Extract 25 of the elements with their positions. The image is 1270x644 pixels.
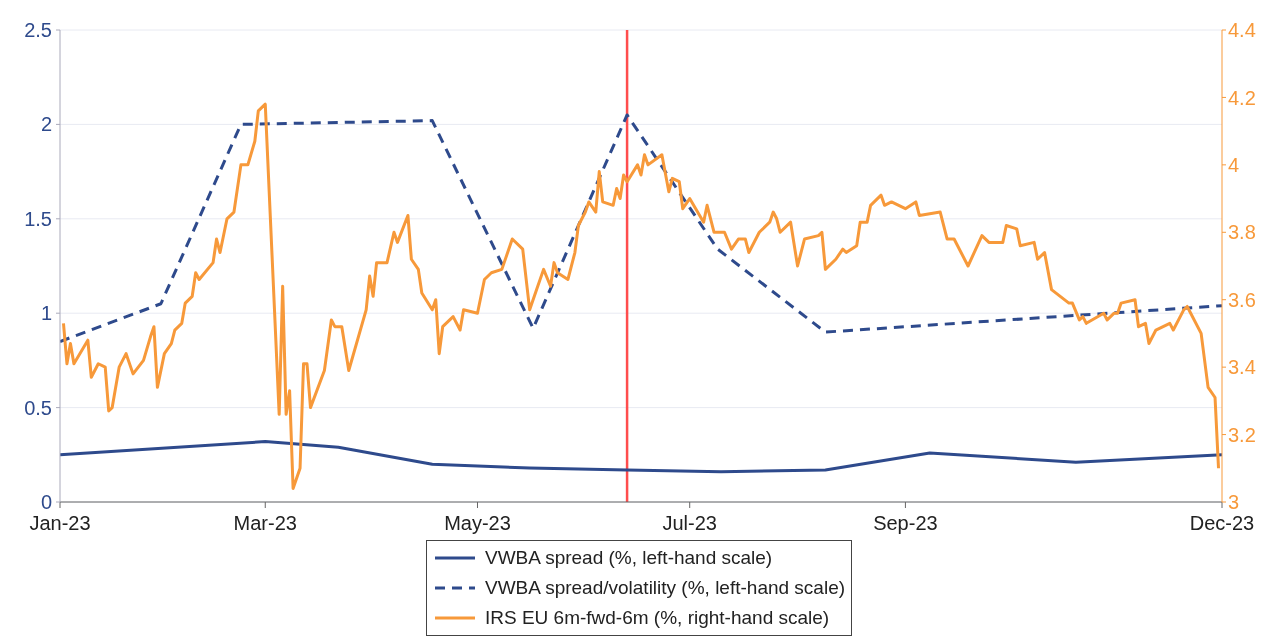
legend-label: VWBA spread/volatility (%, left-hand scale) (484, 577, 846, 599)
x-tick-label: Dec-23 (1189, 512, 1255, 535)
y2-tick-label: 3.2 (1228, 423, 1256, 446)
line-series (60, 113, 1222, 344)
x-tick-label: Jul-23 (662, 512, 717, 535)
line-series (60, 440, 1222, 474)
y2-tick-label: 3.4 (1228, 356, 1256, 379)
y-tick-label: 2 (40, 113, 52, 136)
y2-tick-label: 3 (1228, 491, 1240, 514)
y-tick-label: 1.5 (24, 207, 52, 230)
y2-tick-label: 3.6 (1228, 288, 1256, 311)
x-tick-label: Mar-23 (233, 512, 297, 535)
y-tick-label: 0 (40, 491, 52, 513)
legend-label: VWBA spread (%, left-hand scale) (484, 547, 773, 569)
y2-tick-label: 4.4 (1228, 19, 1256, 42)
y-tick-label: 2.5 (24, 19, 52, 41)
x-tick-label: Sep-23 (873, 512, 938, 535)
y2-tick-label: 4 (1228, 153, 1240, 176)
legend-label: IRS EU 6m-fwd-6m (%, right-hand scale) (484, 607, 830, 629)
x-tick-label: May-23 (444, 512, 511, 535)
y2-tick-label: 3.8 (1228, 221, 1256, 244)
y2-tick-label: 4.2 (1228, 86, 1256, 109)
y-tick-label: 0.5 (24, 396, 52, 419)
x-tick-label: Jan-23 (29, 512, 91, 535)
y-tick-label: 1 (40, 302, 52, 325)
